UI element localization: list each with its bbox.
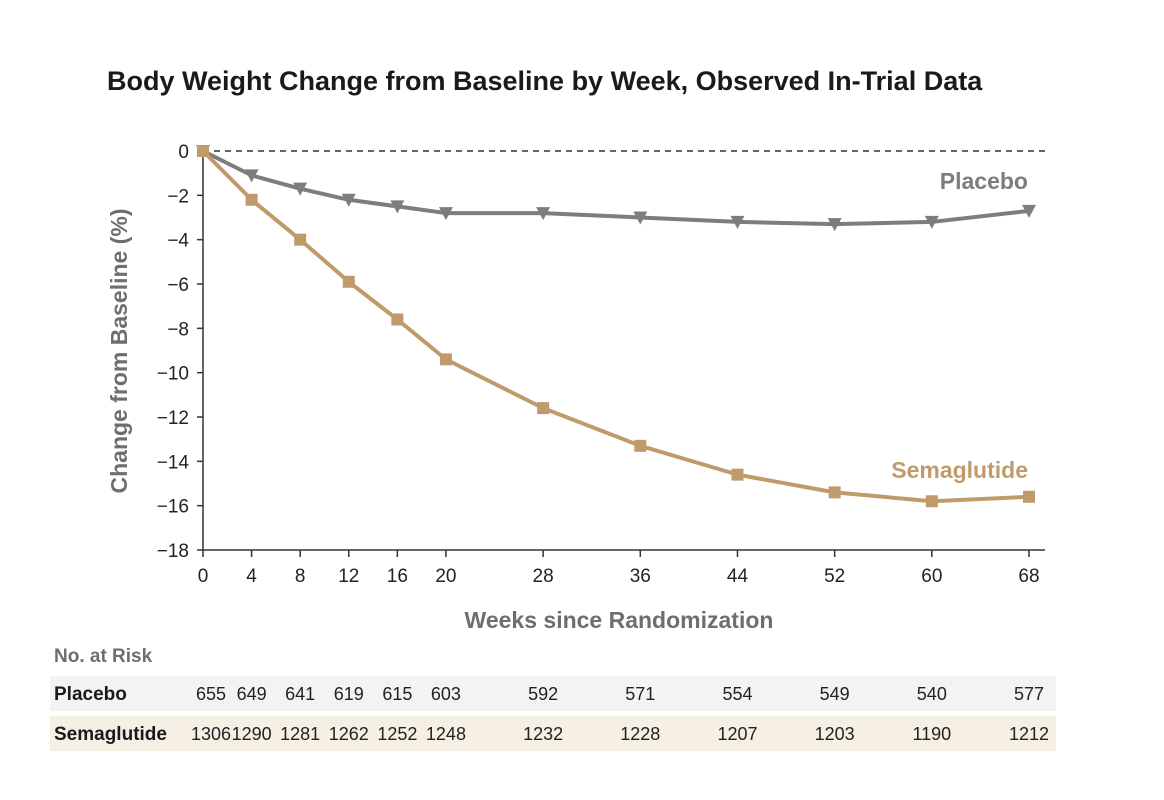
placebo-point-12 — [341, 193, 356, 207]
at-risk-value: 592 — [528, 684, 558, 704]
x-tick-label: 0 — [198, 566, 209, 587]
at-risk-value: 1190 — [912, 724, 951, 744]
x-tick-label: 8 — [295, 566, 306, 587]
y-tick-label: −16 — [157, 497, 189, 518]
placebo-line — [202, 149, 1030, 227]
at-risk-value: 1281 — [280, 724, 320, 744]
x-tick-label: 36 — [630, 566, 651, 587]
y-tick-label: −6 — [167, 275, 189, 296]
at-risk-value: 1207 — [717, 724, 757, 744]
at-risk-table: No. at Risk Placebo 655 649 641 619 615 603 592 5… — [50, 646, 1056, 751]
x-tick-label: 16 — [387, 566, 408, 587]
at-risk-value: 549 — [820, 684, 850, 704]
semaglutide-point-44 — [731, 468, 744, 481]
semaglutide-point-8 — [294, 233, 307, 246]
x-tick-label: 44 — [727, 566, 749, 587]
at-risk-value: 571 — [625, 684, 655, 704]
semaglutide-point-36 — [634, 439, 647, 452]
semaglutide-point-20 — [439, 353, 452, 366]
semaglutide-point-28 — [537, 402, 550, 415]
x-tick-label: 60 — [921, 566, 942, 587]
semaglutide-point-16 — [391, 313, 404, 326]
at-risk-title: No. at Risk — [54, 646, 153, 667]
axes: 0 −2 −4 −6 −8 −10 −12 −14 −16 −18 0 4 8 12 16 20 28 36 44 5… — [157, 142, 1047, 587]
placebo-point-60 — [924, 215, 939, 229]
at-risk-value: 1203 — [815, 724, 855, 744]
x-tick-label: 20 — [435, 566, 456, 587]
y-tick-label: −10 — [157, 364, 189, 385]
x-axis-title: Weeks since Randomization — [465, 607, 774, 633]
placebo-point-36 — [633, 211, 648, 225]
placebo-point-16 — [390, 200, 405, 214]
at-risk-value: 1228 — [620, 724, 660, 744]
semaglutide-point-0 — [197, 145, 209, 157]
x-tick-label: 12 — [338, 566, 359, 587]
at-risk-value: 554 — [722, 684, 752, 704]
at-risk-value: 619 — [334, 684, 364, 704]
at-risk-value: 655 — [196, 684, 226, 704]
at-risk-value: 603 — [431, 684, 461, 704]
at-risk-value: 1252 — [377, 724, 417, 744]
at-risk-value: 615 — [382, 684, 412, 704]
semaglutide-point-68 — [1023, 490, 1035, 503]
y-tick-label: −4 — [167, 231, 189, 252]
semaglutide-series-label: Semaglutide — [891, 457, 1028, 483]
at-risk-value: 1262 — [329, 724, 369, 744]
semaglutide-point-52 — [828, 486, 841, 499]
placebo-series-label: Placebo — [940, 168, 1028, 194]
placebo-point-44 — [730, 215, 745, 229]
at-risk-row-name: Semaglutide — [54, 724, 167, 745]
series-layer: Placebo Semaglutide — [196, 145, 1036, 508]
at-risk-value: 1248 — [426, 724, 466, 744]
placebo-point-4 — [244, 169, 259, 183]
at-risk-value: 577 — [1014, 684, 1044, 704]
y-tick-label: −8 — [167, 319, 189, 340]
x-tick-label: 4 — [246, 566, 257, 587]
semaglutide-point-60 — [925, 495, 938, 508]
semaglutide-point-12 — [342, 275, 355, 288]
semaglutide-line — [201, 149, 1030, 504]
x-tick-label: 28 — [533, 566, 554, 587]
placebo-point-8 — [293, 182, 308, 196]
at-risk-value: 1212 — [1009, 724, 1049, 744]
at-risk-value: 1290 — [232, 724, 272, 744]
y-tick-label: −2 — [167, 186, 189, 207]
y-tick-label: −12 — [157, 408, 189, 429]
at-risk-row-name: Placebo — [54, 684, 127, 705]
placebo-point-20 — [438, 207, 453, 221]
placebo-point-52 — [827, 218, 842, 232]
y-tick-label: 0 — [178, 142, 189, 163]
y-tick-label: −18 — [157, 541, 189, 562]
at-risk-value: 641 — [285, 684, 315, 704]
at-risk-row-bg — [50, 676, 1056, 711]
at-risk-value: 1232 — [523, 724, 563, 744]
y-axis-title: Change from Baseline (%) — [106, 209, 132, 494]
placebo-point-68 — [1022, 204, 1036, 218]
x-tick-label: 52 — [824, 566, 845, 587]
at-risk-value: 540 — [917, 684, 947, 704]
at-risk-row-bg — [50, 716, 1056, 751]
y-tick-label: −14 — [157, 452, 190, 473]
chart-title: Body Weight Change from Baseline by Week… — [107, 66, 983, 96]
x-tick-label: 68 — [1018, 566, 1039, 587]
placebo-point-28 — [536, 207, 551, 221]
at-risk-value: 1306 — [191, 724, 231, 744]
semaglutide-point-4 — [245, 193, 258, 206]
at-risk-value: 649 — [237, 684, 267, 704]
